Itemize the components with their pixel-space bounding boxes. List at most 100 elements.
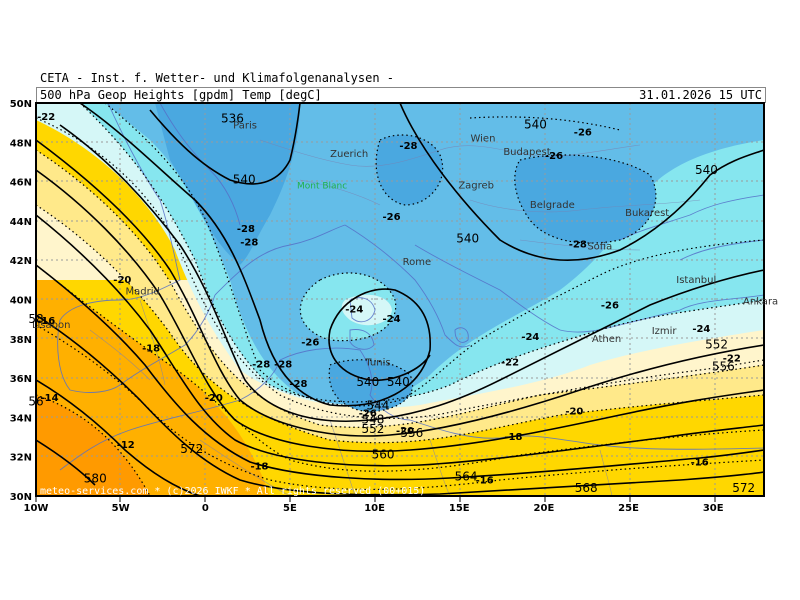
height-contour-label: 564 [455,469,478,483]
temp-fill-deep-blue-center [376,135,443,205]
isotherms [36,103,764,496]
lat-tick-label: 42N [10,256,32,267]
isotherm-label: -24 [382,314,400,325]
city-label: Sofia [587,241,612,252]
isotherm-label: -22 [723,353,741,364]
lon-tick-label: 5E [283,503,297,514]
isotherm-label: -28 [240,238,258,249]
isotherm-label: -14 [41,393,59,404]
city-labels: Paris Zuerich Wien Budapest Zagreb Belgrade Bu… [32,121,778,369]
isotherm-label: -18 [504,432,522,443]
height-contour-label: 540 [524,118,547,132]
height-contour-label: 552 [361,422,384,436]
lat-tick-label: 34N [10,413,32,424]
temp-fill-pale-cyan-pocket [341,294,392,326]
isotherm-label: -28 [252,359,270,370]
isotherm-label: -22 [501,357,519,368]
height-contour-label: 556 [400,426,423,440]
isotherm-label: -16 [476,475,494,486]
isotherm-label: -20 [205,393,223,404]
isotherm-label: -26 [601,300,619,311]
height-contour-label: 536 [221,112,244,126]
map-plot-area [36,103,764,496]
height-contours [36,103,764,496]
city-label: Izmir [652,326,678,337]
lat-tick-label: 38N [10,335,32,346]
lon-tick-label: 20E [534,503,555,514]
height-contour-label: 572 [732,481,755,495]
isotherm-label: -20 [396,426,414,437]
isotherm-label: -26 [545,151,563,162]
city-label: Rome [403,257,432,268]
isotherm-label: -18 [250,462,268,473]
city-label: Istanbul [676,275,716,286]
isotherm-label: -20 [113,275,131,286]
map-frame [35,102,765,497]
lon-tick-label: 10E [364,503,385,514]
chart-title: CETA - Inst. f. Wetter- und Klimafolgena… [40,71,395,85]
isotherm-label: -16 [691,458,709,469]
lat-tick-label: 40N [10,296,32,307]
temp-fill-deep-blue-west [155,103,300,265]
isotherm-label: -26 [359,408,377,419]
isotherm-label: -24 [345,304,363,315]
isotherm-label: -26 [574,127,592,138]
lon-tick-label: 10W [24,503,49,514]
isotherm-label: -28 [274,359,292,370]
lat-tick-label: 44N [10,217,32,228]
height-contour-label: 56 [28,395,43,409]
longitude-axis: 10W 5W 0 5E 10E 15E 20E 25E 30E [24,503,724,514]
height-contour-label: 540 [695,163,718,177]
height-contour-label: 580 [84,471,107,485]
latitude-axis: 50N 48N 46N 44N 42N 40N 38N 36N 34N 32N 30N [10,99,32,503]
temp-fill-light-yellow [36,150,764,443]
lat-tick-label: 50N [10,99,32,110]
city-label: Ankara [743,296,778,307]
lat-tick-label: 48N [10,138,32,149]
isotherm-label: -24 [692,324,710,335]
height-contour-label: 552 [705,338,728,352]
height-contour-label: 568 [575,481,598,495]
city-label: Paris [233,121,257,132]
coastlines [57,103,764,471]
valid-time-label: 31.01.2026 15 UTC [639,88,762,102]
lon-tick-label: 15E [449,503,470,514]
city-label: Zagreb [458,181,494,192]
city-label: Bukarest [625,208,669,219]
lon-tick-label: 0 [202,503,209,514]
height-contour-label: 556 [712,359,735,373]
isotherm-label: -24 [521,332,539,343]
borders [89,139,701,496]
height-contour-label: 540 [387,375,410,389]
city-label: Zuerich [330,149,368,160]
lat-tick-label: 46N [10,178,32,189]
isotherm-label: -22 [37,112,55,123]
isotherm-label: -28 [569,239,587,250]
temp-fill-deep-blue-east [514,155,656,244]
height-contour-label: 540 [233,173,256,187]
chart-product-label: 500 hPa Geop Heights [gpdm] Temp [degC] [40,88,322,102]
city-label: Athen [592,334,621,345]
height-contour-label: 572 [180,442,203,456]
isotherm-label: -28 [289,379,307,390]
isotherm-label: -28 [399,141,417,152]
lon-tick-label: 30E [703,503,724,514]
height-contour-label: 548 [361,412,384,426]
isotherm-label: -26 [382,212,400,223]
isotherm-label: -12 [117,440,135,451]
isotherm-labels: -22 -26 -28 -26 -26 -28 -28 -28 -26 -20 -24 -24 -24 -… [37,112,741,487]
isotherm-label: -26 [301,338,319,349]
isotherm-label: -28 [237,224,255,235]
height-contour-label: 540 [456,232,479,246]
copyright-credit: meteo-services.com * (c)2026 IWKF * All … [40,486,425,497]
isotherm-label: -20 [565,407,583,418]
city-label: Wien [470,133,495,144]
lon-tick-label: 5W [112,503,130,514]
isotherm-label: -18 [142,344,160,355]
temp-fill-dark-orange [36,395,150,496]
height-contour-label: 544 [367,399,390,413]
lon-tick-label: 25E [618,503,639,514]
city-label: Belgrade [530,200,575,211]
mountain-label: Mont Blanc [297,182,347,192]
